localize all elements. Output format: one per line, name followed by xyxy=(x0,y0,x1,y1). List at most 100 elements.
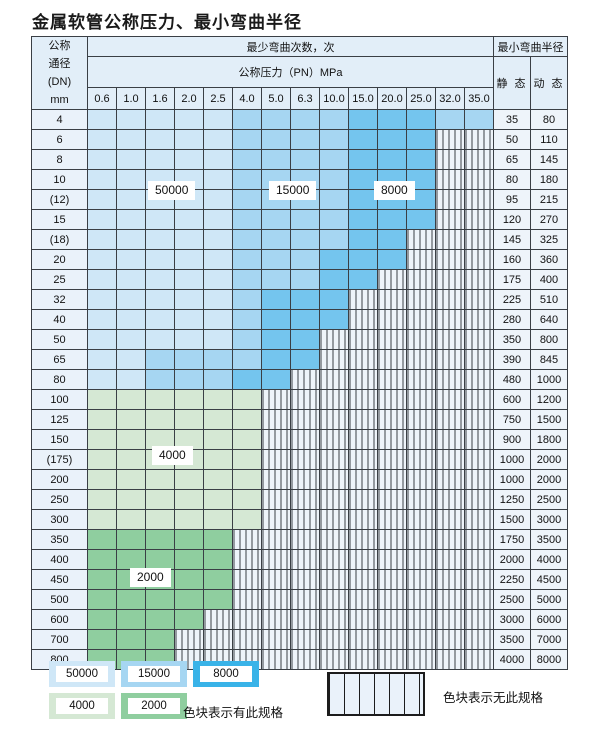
legend-swatch-label: 4000 xyxy=(56,698,108,714)
cell-no-spec xyxy=(232,529,262,550)
cell-no-spec xyxy=(290,369,320,390)
cell-no-spec xyxy=(377,629,407,650)
radius-static-value: 280 xyxy=(493,309,531,330)
cell-no-spec xyxy=(348,449,378,470)
cell-spec xyxy=(261,109,291,130)
radius-dynamic-value: 800 xyxy=(530,329,568,350)
table-row: 250 1250 2500 xyxy=(31,489,568,510)
cell-no-spec xyxy=(406,569,436,590)
cell-no-spec xyxy=(232,549,262,570)
cell-no-spec xyxy=(261,629,291,650)
cell-no-spec xyxy=(464,269,494,290)
cell-no-spec xyxy=(348,549,378,570)
cell-spec xyxy=(87,269,117,290)
dn-value: 10 xyxy=(31,169,88,190)
cell-spec xyxy=(406,109,436,130)
cell-no-spec xyxy=(464,249,494,270)
cell-spec xyxy=(116,369,146,390)
radius-header: 最小弯曲半径 xyxy=(493,36,568,57)
dn-value: 100 xyxy=(31,389,88,410)
pressure-tick: 2.0 xyxy=(174,87,204,110)
cell-no-spec xyxy=(319,529,349,550)
pressure-tick: 15.0 xyxy=(348,87,378,110)
pressure-tick: 1.6 xyxy=(145,87,175,110)
cell-spec xyxy=(116,529,146,550)
cell-spec xyxy=(203,409,233,430)
cell-spec xyxy=(116,209,146,230)
cell-spec xyxy=(290,269,320,290)
cell-no-spec xyxy=(406,349,436,370)
cell-no-spec xyxy=(377,409,407,430)
cell-spec xyxy=(261,269,291,290)
cell-spec xyxy=(174,389,204,410)
cell-no-spec xyxy=(406,369,436,390)
cell-no-spec xyxy=(348,509,378,530)
cell-spec xyxy=(116,249,146,270)
dn-value: 8 xyxy=(31,149,88,170)
cell-no-spec xyxy=(261,569,291,590)
cell-spec xyxy=(203,349,233,370)
cell-spec xyxy=(319,229,349,250)
cell-spec xyxy=(406,149,436,170)
cell-no-spec xyxy=(203,609,233,630)
radius-static-value: 1000 xyxy=(493,469,531,490)
radius-static-value: 225 xyxy=(493,289,531,310)
dn-value: 32 xyxy=(31,289,88,310)
cell-spec xyxy=(87,609,117,630)
cell-no-spec xyxy=(435,129,465,150)
cell-no-spec xyxy=(290,609,320,630)
cell-spec xyxy=(348,209,378,230)
cell-spec xyxy=(174,489,204,510)
dn-header-line-3: mm xyxy=(50,94,69,106)
cell-no-spec xyxy=(261,549,291,570)
cell-spec xyxy=(174,249,204,270)
cell-no-spec xyxy=(464,329,494,350)
cell-no-spec xyxy=(319,409,349,430)
table-row: 32 225 510 xyxy=(31,289,568,310)
cell-no-spec xyxy=(406,329,436,350)
cell-spec xyxy=(116,449,146,470)
cell-spec xyxy=(174,589,204,610)
cell-no-spec xyxy=(319,609,349,630)
radius-static-value: 600 xyxy=(493,389,531,410)
cell-no-spec xyxy=(435,629,465,650)
bend-count-header: 最少弯曲次数，次 xyxy=(87,36,494,57)
cell-spec xyxy=(87,109,117,130)
radius-dynamic-value: 2000 xyxy=(530,469,568,490)
cell-no-spec xyxy=(377,589,407,610)
cell-no-spec xyxy=(261,449,291,470)
dn-value: 20 xyxy=(31,249,88,270)
cell-spec xyxy=(87,489,117,510)
cell-spec xyxy=(290,209,320,230)
cell-spec xyxy=(203,469,233,490)
cell-spec xyxy=(145,209,175,230)
cell-spec xyxy=(116,149,146,170)
cell-spec xyxy=(174,369,204,390)
cell-no-spec xyxy=(435,589,465,610)
legend-swatch: 4000 xyxy=(49,693,115,719)
cell-no-spec xyxy=(435,389,465,410)
cell-spec xyxy=(87,289,117,310)
cell-no-spec xyxy=(377,329,407,350)
cell-spec xyxy=(406,129,436,150)
radius-dynamic-value: 180 xyxy=(530,169,568,190)
table-row: 40 280 640 xyxy=(31,309,568,330)
cell-spec xyxy=(290,349,320,370)
radius-static-value: 480 xyxy=(493,369,531,390)
cell-no-spec xyxy=(261,389,291,410)
dn-value: 25 xyxy=(31,269,88,290)
cell-spec xyxy=(290,249,320,270)
radius-static-value: 1750 xyxy=(493,529,531,550)
table-row: (175) 1000 2000 xyxy=(31,449,568,470)
cell-spec xyxy=(87,549,117,570)
cell-no-spec xyxy=(290,649,320,670)
dn-value: 15 xyxy=(31,209,88,230)
radius-dynamic-value: 3500 xyxy=(530,529,568,550)
legend-swatch: 8000 xyxy=(193,661,259,687)
dn-value: 400 xyxy=(31,549,88,570)
cell-spec xyxy=(232,489,262,510)
radius-dynamic-value: 215 xyxy=(530,189,568,210)
radius-static-header: 静 态 xyxy=(493,56,531,110)
cell-spec xyxy=(116,409,146,430)
